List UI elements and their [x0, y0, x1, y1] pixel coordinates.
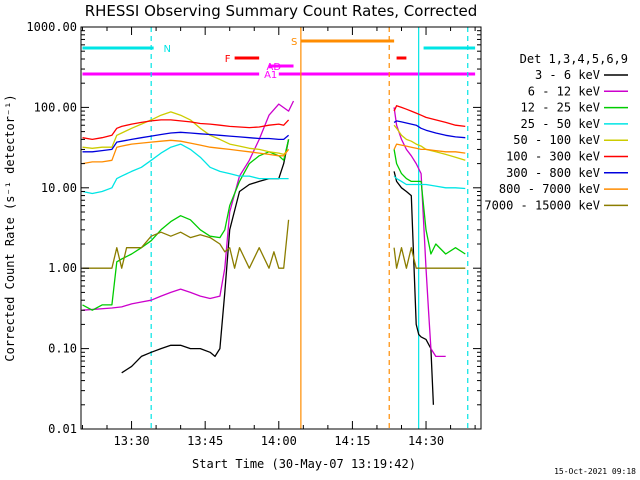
series-line — [82, 119, 290, 141]
legend-entry-label: 25 - 50 keV — [521, 117, 600, 131]
x-tick-label: 14:15 — [334, 434, 370, 448]
x-axis-label: Start Time (30-May-07 13:19:42) — [192, 457, 416, 471]
legend-entry-label: 12 - 25 keV — [521, 101, 600, 115]
legend: Det 1,3,4,5,6,9 3 - 6 keV 6 - 12 keV 12 - … — [484, 52, 628, 212]
y-axis-label: Corrected Count Rate (s⁻¹ detector⁻¹) — [3, 94, 17, 361]
legend-entry-label: 100 - 300 keV — [506, 150, 600, 164]
series-line — [393, 120, 466, 139]
flag-label: AD — [267, 62, 282, 73]
legend-entry-label: 6 - 12 keV — [528, 84, 600, 98]
series-line — [82, 111, 290, 156]
x-tick-label: 13:45 — [187, 434, 223, 448]
footer-timestamp: 15-Oct-2021 09:18 — [554, 467, 636, 476]
flag-label: S — [291, 37, 297, 48]
y-tick-label: 0.10 — [48, 342, 77, 356]
legend-entry-label: 50 - 100 keV — [513, 133, 600, 147]
flag-label: N — [163, 44, 170, 55]
series-line — [393, 247, 466, 269]
legend-title: Det 1,3,4,5,6,9 — [520, 52, 628, 66]
y-tick-label: 10.00 — [41, 181, 77, 195]
series-line — [82, 139, 290, 165]
series-line — [393, 105, 466, 128]
series-line — [393, 149, 466, 255]
attenuator-lines — [150, 27, 469, 429]
plot-frame — [80, 26, 482, 430]
series-line — [393, 171, 435, 405]
x-tick-label: 13:30 — [113, 434, 149, 448]
x-tick-label: 14:00 — [261, 434, 297, 448]
legend-entry-label: 800 - 7000 keV — [499, 182, 600, 196]
series-line — [393, 175, 466, 190]
series-line — [393, 124, 466, 161]
y-tick-label: 0.01 — [48, 422, 77, 436]
y-tick-label: 100.00 — [34, 100, 77, 114]
y-tick-label: 1000.00 — [26, 20, 77, 34]
flag-label: F — [225, 54, 231, 65]
series-line — [82, 100, 295, 311]
series-line — [393, 107, 446, 358]
series-line — [82, 219, 290, 269]
legend-entry-label: 7000 - 15000 keV — [484, 198, 600, 212]
chart-title: RHESSI Observing Summary Count Rates, Co… — [85, 2, 478, 20]
x-axis: 13:30 13:45 14:00 14:15 14:30 — [81, 27, 476, 448]
legend-entry-label: 300 - 800 keV — [506, 166, 600, 180]
series-line — [393, 143, 466, 154]
y-axis: 1000.00 100.00 10.00 1.00 0.10 0.01 — [26, 20, 481, 436]
series-line — [82, 143, 289, 195]
series-line — [82, 131, 290, 153]
flag-label: A1 — [264, 70, 277, 81]
y-tick-label: 1.00 — [48, 261, 77, 275]
count-rate-series — [82, 100, 466, 405]
x-tick-label: 14:30 — [408, 434, 444, 448]
series-line — [121, 139, 290, 374]
series-line — [82, 139, 290, 311]
legend-entry-label: 3 - 6 keV — [535, 68, 600, 82]
